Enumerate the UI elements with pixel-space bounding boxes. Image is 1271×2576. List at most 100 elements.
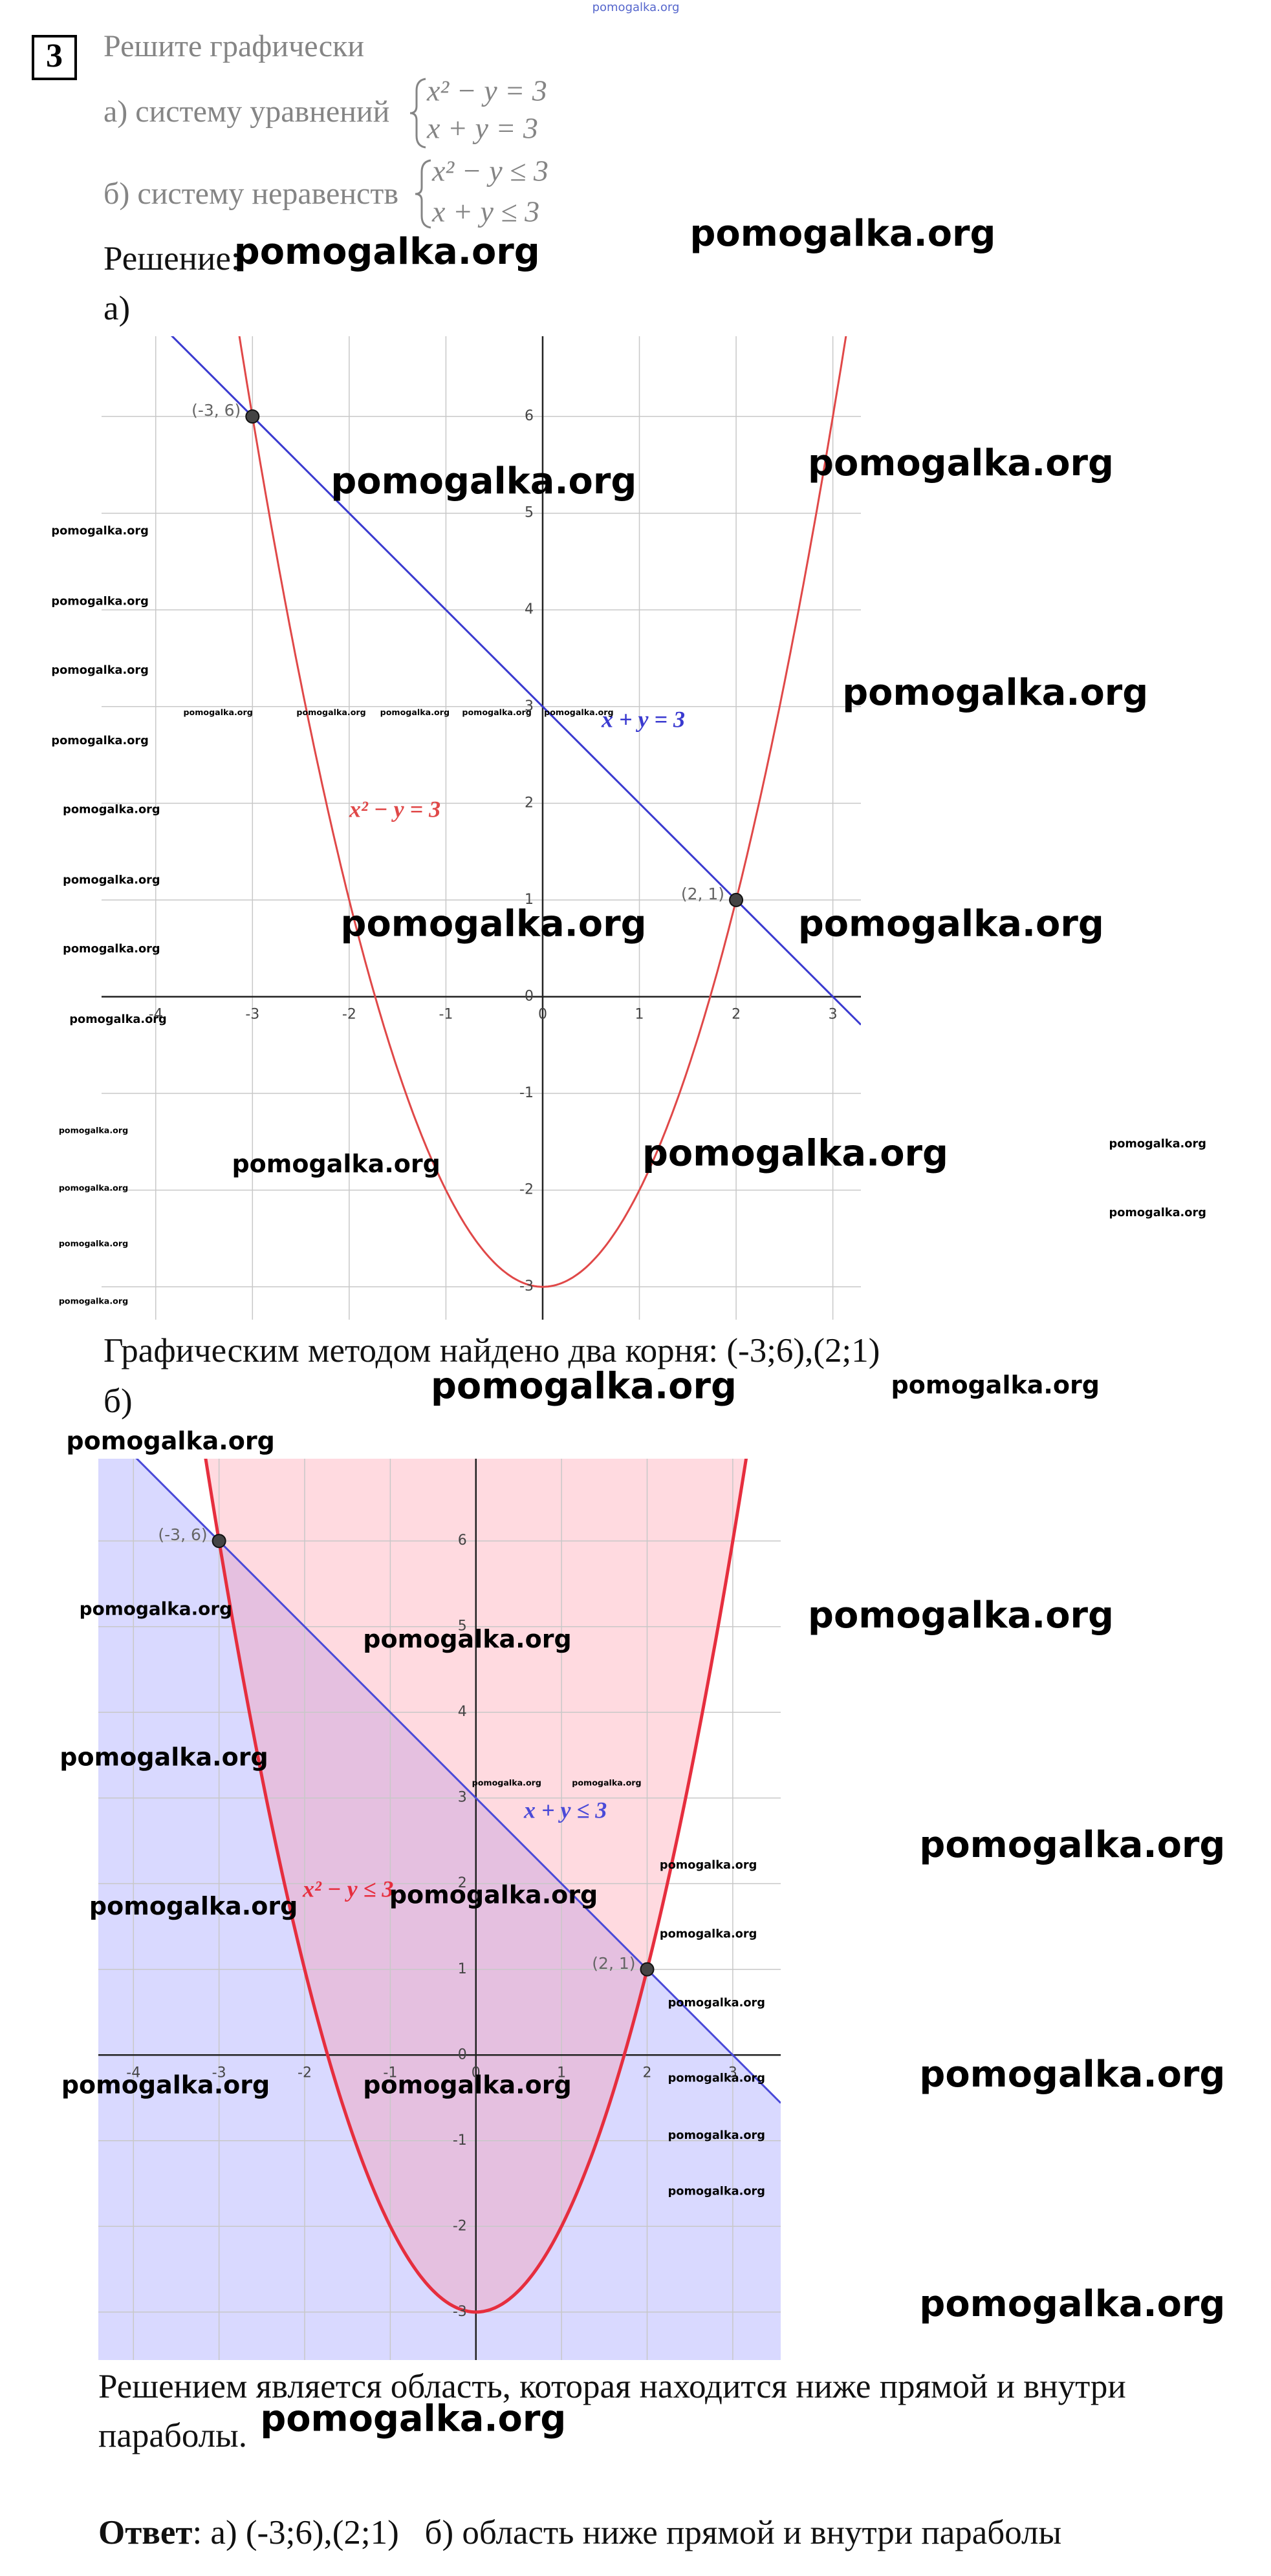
y-tick-label: 0: [458, 2046, 467, 2063]
watermark: pomogalka.org: [232, 1150, 440, 1178]
y-tick-label: 6: [458, 1532, 467, 1549]
parabola-label: x² − y ≤ 3: [302, 1876, 393, 1902]
watermark: pomogalka.org: [296, 707, 365, 717]
watermark: pomogalka.org: [668, 1997, 765, 2010]
watermark: pomogalka.org: [331, 460, 636, 502]
x-tick-label: -1: [439, 1006, 453, 1022]
watermark: pomogalka.org: [63, 943, 160, 956]
task-title: Решите графически: [103, 29, 364, 63]
line-label: x + y = 3: [601, 706, 685, 732]
watermark: pomogalka.org: [51, 595, 148, 608]
line-curve: [135, 1459, 781, 2104]
system-line: x + y = 3: [426, 112, 538, 145]
y-tick-label: 1: [458, 1961, 467, 1977]
brace: [409, 78, 426, 149]
watermark: pomogalka.org: [462, 707, 531, 717]
watermark: pomogalka.org: [59, 1239, 128, 1249]
task-b: б) систему неравенств: [103, 177, 398, 211]
point-label: (-3, 6): [191, 401, 241, 420]
watermark: pomogalka.org: [891, 1371, 1100, 1399]
x-tick-label: -1: [383, 2065, 397, 2081]
watermark: pomogalka.org: [59, 1183, 128, 1192]
watermark: pomogalka.org: [660, 1859, 757, 1872]
watermark: pomogalka.org: [183, 707, 252, 717]
brace: [415, 159, 431, 229]
solution-label: Решение:: [103, 240, 241, 277]
watermark: pomogalka.org: [63, 874, 160, 886]
watermark: pomogalka.org: [808, 1594, 1114, 1637]
watermark: pomogalka.org: [234, 231, 540, 273]
watermark: pomogalka.org: [668, 2072, 765, 2085]
x-tick-label: 0: [538, 1006, 547, 1022]
parabola-curve: [238, 336, 847, 1288]
watermark: pomogalka.org: [51, 664, 148, 677]
system-line: x² − y ≤ 3: [431, 155, 549, 188]
watermark: pomogalka.org: [63, 803, 160, 816]
x-tick-label: 3: [728, 2065, 737, 2081]
x-tick-label: -2: [298, 2065, 312, 2081]
watermark: pomogalka.org: [642, 1132, 948, 1174]
watermark: pomogalka.org: [69, 1013, 166, 1026]
watermark: pomogalka.org: [660, 1927, 757, 1940]
point-label: (2, 1): [592, 1954, 635, 1973]
watermark: pomogalka.org: [842, 672, 1148, 714]
y-tick-label: 0: [525, 988, 534, 1004]
intersection-point: [729, 892, 744, 907]
parabola-label: x² − y = 3: [349, 796, 440, 822]
watermark: pomogalka.org: [572, 1778, 641, 1788]
y-tick-label: 5: [525, 505, 534, 521]
watermark: pomogalka.org: [544, 707, 613, 717]
watermark: pomogalka.org: [51, 524, 148, 537]
watermark: pomogalka.org: [363, 2071, 571, 2099]
watermark: pomogalka.org: [1109, 1207, 1206, 1219]
watermark: pomogalka.org: [431, 1365, 737, 1407]
system-line: x² − y = 3: [426, 74, 547, 107]
part-label: б): [103, 1382, 133, 1420]
y-tick-label: 3: [525, 698, 534, 714]
intersection-point: [212, 1534, 226, 1549]
x-tick-label: -2: [342, 1006, 356, 1022]
watermark: pomogalka.org: [1109, 1137, 1206, 1150]
y-tick-label: -3: [519, 1278, 534, 1294]
part-label: а): [103, 290, 130, 327]
graph: [98, 1459, 781, 2360]
y-tick-label: 1: [525, 892, 534, 908]
line-label: x + y ≤ 3: [523, 1797, 607, 1823]
x-tick-label: 3: [829, 1006, 838, 1022]
watermark: pomogalka.org: [363, 1625, 571, 1653]
graph: [102, 336, 861, 1320]
y-tick-label: 5: [458, 1618, 467, 1635]
result-text: Графическим методом найдено два корня: (…: [103, 1332, 880, 1369]
y-tick-label: 6: [525, 408, 534, 424]
watermark: pomogalka.org: [341, 903, 647, 945]
y-tick-label: -2: [519, 1182, 534, 1198]
watermark: pomogalka.org: [919, 2054, 1225, 2096]
answer-text: : а) (-3;6),(2;1) б) область ниже прямой…: [192, 2514, 1061, 2551]
watermark: pomogalka.org: [808, 442, 1114, 484]
top-watermark: pomogalka.org: [592, 1, 680, 14]
point-label: (2, 1): [681, 885, 724, 903]
parabola-curve: [204, 1459, 748, 2314]
y-tick-label: 4: [525, 601, 534, 617]
system-line: x + y ≤ 3: [431, 195, 539, 228]
watermark: pomogalka.org: [919, 2283, 1225, 2325]
task-box: [32, 35, 77, 80]
y-tick-label: -3: [453, 2304, 467, 2320]
x-tick-label: 1: [635, 1006, 644, 1022]
x-tick-label: -3: [245, 1006, 259, 1022]
y-tick-label: 4: [458, 1704, 467, 1720]
y-tick-label: -1: [453, 2132, 467, 2149]
watermark: pomogalka.org: [59, 1296, 128, 1305]
intersection-point: [245, 409, 260, 424]
answer-label: Ответ: [98, 2514, 192, 2551]
x-tick-label: -4: [126, 2065, 140, 2081]
watermark: pomogalka.org: [59, 1126, 128, 1135]
y-tick-label: 2: [525, 795, 534, 811]
watermark: pomogalka.org: [89, 1892, 298, 1920]
task-number: 3: [46, 38, 63, 74]
x-tick-label: 1: [557, 2065, 566, 2081]
task-a: а) систему уравнений: [103, 94, 389, 129]
watermark: pomogalka.org: [472, 1778, 541, 1788]
watermark: pomogalka.org: [60, 1743, 268, 1772]
